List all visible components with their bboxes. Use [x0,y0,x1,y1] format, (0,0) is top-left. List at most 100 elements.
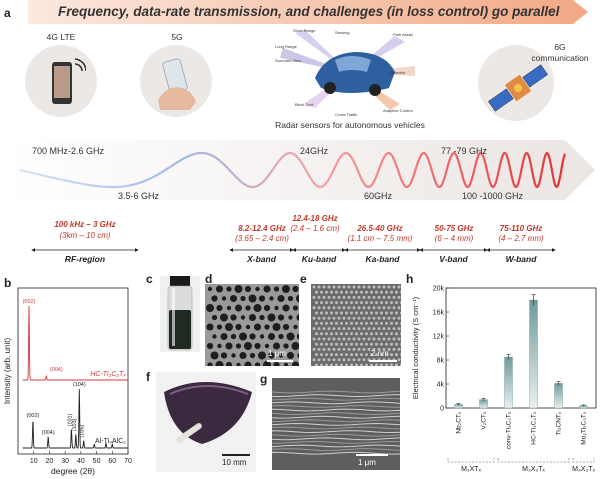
panel-label-f: f [146,370,150,384]
pore [249,352,256,359]
pore [273,286,280,292]
lattice-dot [352,347,356,351]
vial-photo [160,276,200,352]
lattice-dot [350,311,353,315]
lattice-dot [370,321,373,325]
car-label: Park Assist [393,32,413,37]
lattice-dot [377,337,381,341]
freq-700mhz: 700 MHz-2.6 GHz [32,146,105,156]
lattice-dot [345,342,348,346]
xrd-chart: Intensity (arb. unit) degree (2θ) 10 20 30… [3,287,132,476]
lattice-dot [372,337,376,341]
lattice-dot [337,347,341,351]
lattice-dot [355,290,358,294]
lattice-dot [357,306,361,310]
xrd-xtick-label: 10 [30,458,38,465]
lattice-dot [325,301,328,305]
band-name: W-band [505,254,537,264]
lattice-dot [335,363,338,366]
lattice-dot [360,321,363,325]
pore [264,343,270,349]
lattice-dot [395,311,398,315]
lattice-dot [317,295,321,299]
pore [269,296,274,301]
pore [244,285,252,293]
pore [211,314,218,321]
lattice-dot [395,321,398,325]
pore [236,362,241,366]
lattice-dot [337,358,341,362]
lattice-dot [312,295,316,299]
pore [296,294,299,303]
lattice-dot [337,327,341,331]
banner-arrow [28,0,588,24]
pore [206,342,214,350]
pore [240,315,246,320]
lattice-dot [345,311,348,315]
film-layer [272,422,400,426]
car-label: Blind Spot [295,102,314,107]
lattice-dot [340,363,343,366]
lattice-dot [385,290,388,294]
band-wavelength: (3.65 – 2.4 cm) [235,234,289,243]
5g-label: 5G [171,32,183,42]
lattice-dot [327,358,331,362]
lattice-dot [380,311,383,315]
lattice-dot [395,363,398,366]
lattice-dot [352,295,356,299]
lattice-dot [360,342,363,346]
lattice-dot [332,358,336,362]
lattice-dot [362,316,366,320]
lattice-dot [352,285,356,289]
scalebar-g-label: 1 μm [358,458,376,467]
pore [263,285,271,293]
lattice-dot [332,337,336,341]
lattice-dot [395,342,398,346]
pore [234,285,243,293]
xrd-xtick-label: 50 [93,458,101,465]
lattice-dot [342,306,346,310]
lattice-dot [322,337,326,341]
lattice-dot [332,306,336,310]
lattice-dot [385,311,388,315]
lattice-dot [362,358,366,362]
film-layer [272,394,400,398]
pore [240,295,246,302]
6g-label-line1: 6G [554,42,566,52]
scalebar-g [356,454,388,456]
lattice-dot [317,316,321,320]
bar-ylabel: Electrical conductivity (S cm⁻¹) [411,296,420,399]
lattice-dot [325,311,328,315]
lattice-dot [400,290,401,294]
lattice-dot [327,306,331,310]
lattice-dot [330,353,333,357]
lattice-dot [357,327,361,331]
lattice-dot [395,290,398,294]
lattice-dot [362,295,366,299]
lattice-dot [390,301,393,305]
lattice-dot [350,321,353,325]
lattice-dot [375,311,378,315]
lattice-dot [317,327,321,331]
film-layer [272,401,400,405]
lattice-dot [382,295,386,299]
band-freq: 50-75 GHz [434,224,474,233]
lattice-dot [397,327,401,331]
pore [220,332,228,341]
lattice-dot [337,306,341,310]
lattice-dot [380,301,383,305]
lattice-dot [387,327,391,331]
lattice-dot [397,285,401,289]
bar [529,299,538,409]
lattice-dot [327,347,331,351]
lattice-dot [332,285,336,289]
film-layer [272,440,400,444]
lattice-dot [377,347,381,351]
lattice-dot [382,285,386,289]
group-bracket [447,458,495,463]
pore [282,323,290,331]
film-layer [272,419,400,423]
scalebar-d-label: 1 μm [268,349,286,358]
xrd-line-hc [22,305,128,381]
xrd-peak-label: (105) [80,425,86,438]
